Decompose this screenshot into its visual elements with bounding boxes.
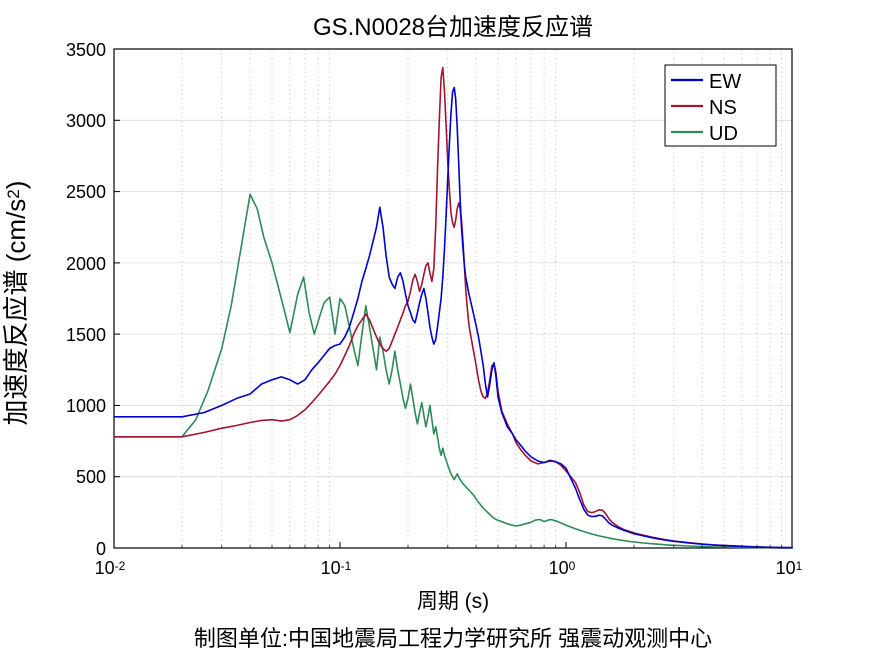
svg-text:0: 0 bbox=[96, 539, 106, 559]
svg-text:1000: 1000 bbox=[66, 396, 106, 416]
svg-text:500: 500 bbox=[76, 467, 106, 487]
svg-text:GS.N0028台加速度反应谱: GS.N0028台加速度反应谱 bbox=[313, 14, 593, 41]
svg-text:3000: 3000 bbox=[66, 111, 106, 131]
svg-text:1500: 1500 bbox=[66, 325, 106, 345]
svg-text:EW: EW bbox=[709, 71, 741, 93]
svg-text:2500: 2500 bbox=[66, 182, 106, 202]
svg-text:NS: NS bbox=[709, 97, 737, 119]
svg-text:制图单位:中国地震局工程力学研究所 强震动观测中心: 制图单位:中国地震局工程力学研究所 强震动观测中心 bbox=[194, 626, 712, 651]
svg-text:周期 (s): 周期 (s) bbox=[417, 590, 489, 613]
svg-text:3500: 3500 bbox=[66, 40, 106, 60]
svg-text:UD: UD bbox=[709, 123, 738, 145]
svg-text:2000: 2000 bbox=[66, 254, 106, 274]
svg-text:加速度反应谱 (cm/s2): 加速度反应谱 (cm/s2) bbox=[1, 181, 31, 426]
